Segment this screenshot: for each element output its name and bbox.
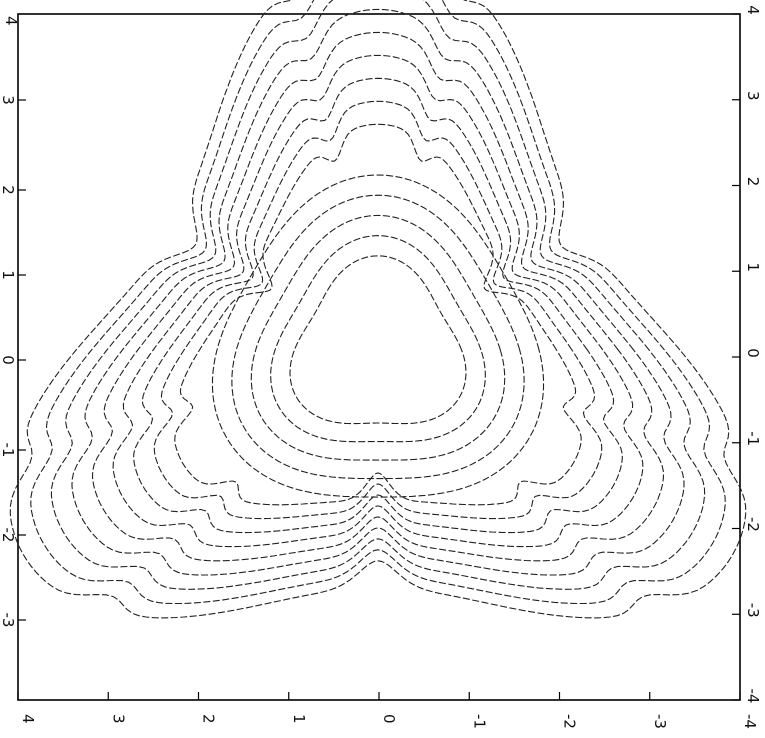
bottom-tick-label: 2 (200, 714, 218, 724)
right-tick-label: 2 (744, 177, 762, 187)
bottom-tick-label: -2 (561, 714, 579, 729)
right-tick-label: 4 (744, 5, 762, 15)
right-tick-label: -4 (744, 689, 762, 704)
bottom-tick-label: 0 (380, 714, 398, 724)
plot-frame (17, 13, 741, 701)
contour-line (133, 77, 623, 534)
left-tick-label: -3 (0, 613, 17, 628)
left-tick-label: 2 (0, 185, 17, 195)
left-tick-label: -1 (0, 443, 17, 458)
inner-contour-line (231, 194, 525, 480)
bottom-tick-label: 4 (19, 714, 37, 724)
tick-labels: 4 3 2 1 0 -1 -2 -3 -4 4 3 2 1 0 -1 -2 -3 -4 4 3 2 1 0 -1 -2 -3 (0, 5, 762, 729)
inner-contour-line (250, 214, 506, 461)
left-tick-label: 0 (0, 355, 17, 365)
inner-contour-line (270, 235, 486, 443)
contour-lines (9, 0, 747, 619)
bottom-tick-label: 1 (290, 714, 308, 724)
left-tick-label: 1 (0, 270, 17, 280)
left-edge-label: 4 (2, 16, 20, 26)
right-tick-label: -2 (744, 517, 762, 532)
contour-line (50, 0, 706, 590)
contour-line (174, 123, 582, 506)
bottom-tick-label: -4 (741, 714, 759, 729)
inner-contour-line (289, 255, 467, 425)
inner-contour-line (211, 174, 545, 498)
right-tick-label: 1 (744, 262, 762, 272)
contour-line (9, 0, 747, 619)
axis-ticks (17, 13, 741, 701)
right-tick-label: -1 (744, 431, 762, 446)
bottom-tick-label: -1 (470, 714, 488, 729)
left-tick-label: 3 (0, 95, 17, 105)
left-tick-label: -2 (0, 528, 17, 543)
contour-line (71, 8, 685, 576)
contour-line (153, 100, 603, 520)
contour-line (91, 31, 665, 562)
bottom-tick-label: 3 (109, 714, 127, 724)
bottom-tick-label: -3 (651, 714, 669, 729)
right-tick-label: -3 (744, 603, 762, 618)
contour-line (112, 54, 644, 548)
contour-line (30, 0, 726, 605)
right-tick-label: 3 (744, 91, 762, 101)
right-tick-label: 0 (744, 348, 762, 358)
